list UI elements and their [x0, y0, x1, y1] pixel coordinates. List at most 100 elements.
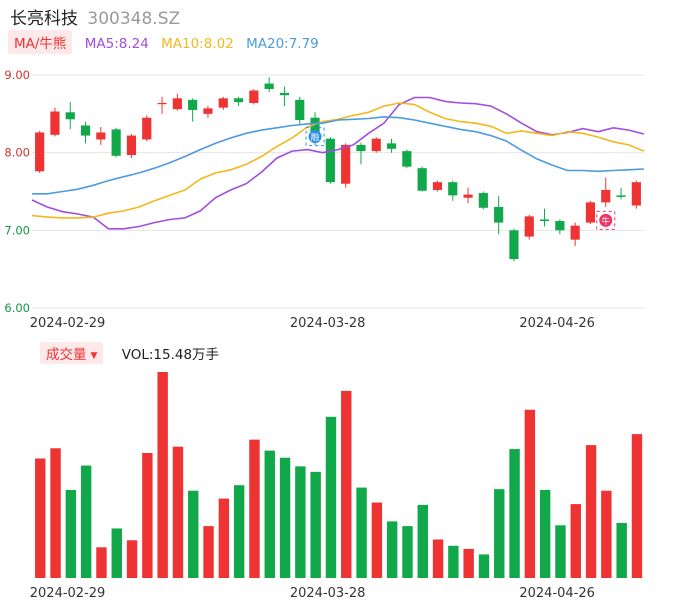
volume-bar	[570, 504, 581, 578]
candle	[555, 219, 565, 235]
candle	[601, 177, 611, 208]
volume-bar	[35, 458, 46, 578]
candle	[524, 214, 534, 240]
candle	[494, 196, 504, 235]
volume-bar	[157, 372, 168, 578]
candle-body	[478, 193, 488, 208]
candle	[539, 208, 550, 227]
ma20-label: MA20:7.79	[246, 36, 319, 52]
volume-indicator-button[interactable]: 成交量 ▼	[40, 342, 104, 364]
volume-bar	[295, 466, 306, 578]
volume-bar	[325, 416, 337, 578]
volume-bar	[80, 465, 92, 578]
candle	[570, 222, 580, 246]
volume-bar	[417, 504, 428, 578]
candle-body	[555, 221, 565, 231]
candle-body	[386, 143, 397, 149]
volume-bar	[555, 525, 566, 578]
candle-body	[35, 132, 45, 172]
candle-body	[279, 92, 290, 96]
candle-body	[65, 112, 75, 120]
volume-bar	[386, 521, 398, 578]
volume-indicator-label: 成交量	[46, 347, 87, 363]
candle-body	[172, 98, 182, 110]
candle-body	[310, 117, 320, 139]
candle-body	[325, 138, 335, 183]
volume-legend: 成交量 ▼ VOL:15.48万手	[40, 342, 219, 364]
candle-body	[157, 102, 167, 105]
candle	[203, 106, 213, 118]
candle	[96, 127, 106, 145]
candle-body	[80, 125, 91, 136]
candle	[616, 187, 626, 200]
volume-bar	[585, 445, 597, 578]
candle-body	[233, 98, 244, 103]
ma10-label: MA10:8.02	[161, 36, 234, 52]
candle	[157, 96, 167, 114]
candle	[126, 134, 137, 159]
marker-badge	[599, 213, 613, 227]
volume-bar	[371, 502, 383, 578]
volume-bar	[356, 487, 367, 578]
candle-body	[402, 151, 412, 167]
volume-bar	[448, 545, 459, 578]
ma5-line	[31, 96, 645, 230]
ma-toggle-button[interactable]: MA/牛熊	[8, 30, 73, 54]
volume-bar	[233, 485, 245, 578]
price-y-tick: 7.00	[4, 223, 30, 237]
candle	[386, 138, 397, 153]
candle	[279, 86, 290, 107]
candle-body	[494, 207, 504, 223]
candle	[295, 96, 305, 126]
volume-bar	[463, 548, 474, 578]
volume-bar	[203, 526, 214, 578]
candle	[509, 228, 519, 262]
price-chart[interactable]: 9.00 8.00 7.00 6.00 融牛 2024-02-29 2024-03-28 20…	[0, 0, 686, 335]
volume-bar	[478, 554, 490, 578]
candle-body	[570, 225, 580, 240]
volume-bar	[96, 547, 107, 578]
event-marker: 牛	[596, 210, 616, 230]
candle	[325, 137, 335, 184]
marker-badge	[308, 130, 322, 144]
volume-x-tick: 2024-03-28	[290, 586, 366, 601]
candle	[432, 180, 443, 192]
candle	[233, 96, 244, 107]
volume-bar	[142, 452, 153, 578]
candle-body	[50, 111, 60, 135]
volume-bar	[126, 540, 138, 578]
candle	[111, 127, 121, 158]
volume-bar	[539, 489, 551, 578]
volume-bar	[494, 489, 505, 578]
volume-x-tick: 2024-04-26	[519, 586, 595, 601]
volume-bar	[432, 539, 444, 578]
price-y-tick: 8.00	[4, 146, 30, 160]
candle	[463, 187, 473, 204]
candle	[402, 149, 412, 169]
volume-bar	[616, 522, 627, 578]
candle	[356, 142, 366, 165]
candle	[478, 191, 488, 210]
candle	[188, 98, 198, 122]
candle-body	[341, 144, 351, 184]
caret-down-icon: ▼	[90, 351, 98, 361]
candle	[35, 130, 45, 173]
stock-header: 长亮科技 300348.SZ	[10, 4, 180, 29]
marker-frame	[305, 127, 325, 147]
candle	[65, 102, 75, 130]
ma-legend: MA/牛熊 MA5:8.24 MA10:8.02 MA20:7.79	[8, 30, 319, 54]
candle	[218, 96, 228, 110]
ma5-label: MA5:8.24	[84, 36, 149, 52]
candle-body	[295, 99, 305, 121]
volume-bar	[601, 490, 612, 578]
candle	[585, 200, 596, 225]
candle-body	[509, 230, 519, 260]
volume-bar	[249, 439, 260, 578]
marker-label: 融	[311, 132, 320, 143]
volume-bar	[509, 449, 520, 578]
candle	[50, 107, 60, 137]
volume-bar	[218, 498, 230, 578]
candle-body	[448, 182, 458, 196]
candle	[80, 121, 91, 144]
candle-body	[631, 182, 641, 206]
